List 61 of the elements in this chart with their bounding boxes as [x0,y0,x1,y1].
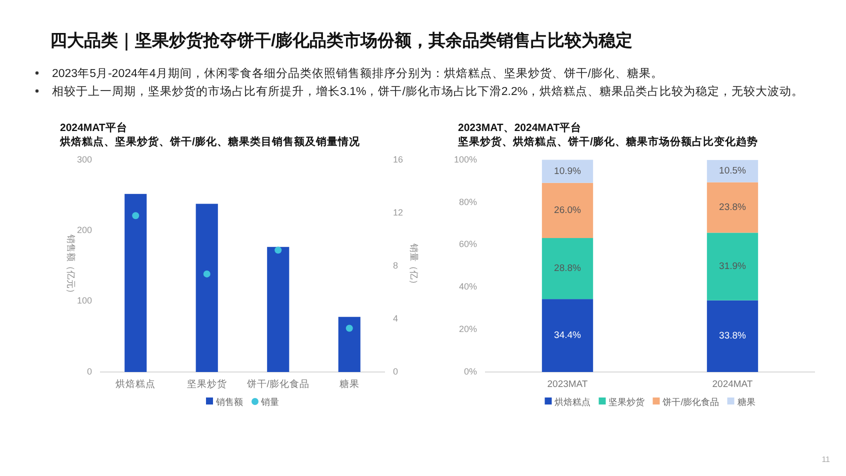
y2-tick-label: 0 [393,366,398,376]
point [274,246,282,254]
y-tick-label: 0 [86,366,92,376]
data-label: 26.0% [554,204,582,216]
y-axis-title: 销售额（亿元） [66,234,76,298]
data-label: 31.9% [719,261,747,272]
legend-label: 销售额 [215,397,243,407]
bar [542,160,594,183]
y2-tick-label: 16 [393,154,404,164]
x-tick-label: 2023MAT [547,379,588,390]
x-tick-label: 糖果 [339,378,360,390]
text: 四大品类｜坚果炒货抢夺饼干/膨化品类市场份额，其余品类销售占比较为稳定 [50,31,633,51]
bar [706,182,758,233]
point [346,324,353,332]
y-tick-label: 80% [458,196,477,207]
chart-title: 2024MAT平台 [60,121,128,134]
legend-label: 坚果炒货 [608,397,645,407]
legend-label: 糖果 [737,397,756,407]
text: 相较于上一周期，坚果炒货的市场占比有所提升，增长3.1%，饼干/膨化市场占比下滑2.2%，烘焙糕点、糖果品类占比较为稳定，无较大波动。 [52,84,804,98]
data-label: 23.8% [719,202,747,214]
chart-subtitle: 烘焙糕点、坚果炒货、饼干/膨化、糖果类目销售额及销量情况 [59,135,361,148]
y-tick-label: 0% [464,366,477,376]
bar [706,300,758,372]
data-label: 10.9% [554,166,582,177]
x-tick-label: 2024MAT [712,379,753,390]
data-label: 28.8% [554,263,582,274]
x-tick-label: 烘焙糕点 [116,378,156,390]
y2-tick-label: 12 [393,207,404,218]
bar [267,246,290,372]
legend-label: 饼干/膨化食品 [662,397,720,407]
point [203,270,210,278]
chart-title: 2023MAT、2024MAT平台 [458,121,582,134]
bar [542,299,594,372]
y-tick-label: 40% [458,282,477,292]
bar [706,232,758,300]
y-tick-label: 200 [76,225,92,236]
y2-axis-title: 销量（亿） [409,242,419,288]
bar [542,182,594,238]
text: 11 [822,455,831,464]
bar [706,160,758,182]
point [132,212,140,220]
data-label: 34.4% [554,330,582,342]
y-tick-label: 20% [458,324,477,334]
text: 2023年5月-2024年4月期间，休闲零食各细分品类依照销售额排序分别为：烘焙糕点、坚果炒货、饼干/膨化、糖果。 [52,66,663,80]
data-label: 33.8% [719,330,747,342]
legend-label: 销量 [260,397,279,407]
bar [542,238,594,300]
bar [338,316,360,372]
chart-subtitle: 坚果炒货、烘焙糕点、饼干/膨化、糖果市场份额占比变化趋势 [457,135,758,148]
bar [124,194,147,372]
y-tick-label: 100% [454,154,477,164]
y2-tick-label: 4 [393,313,398,324]
y2-tick-label: 8 [393,260,398,270]
data-label: 10.5% [719,166,747,177]
y-tick-label: 100 [76,296,92,306]
bar [196,204,218,372]
x-tick-label: 坚果炒货 [186,378,227,390]
y-tick-label: 60% [458,239,477,250]
x-tick-label: 饼干/膨化食品 [246,378,310,390]
legend-label: 烘焙糕点 [554,397,591,407]
y-tick-label: 300 [76,154,92,164]
